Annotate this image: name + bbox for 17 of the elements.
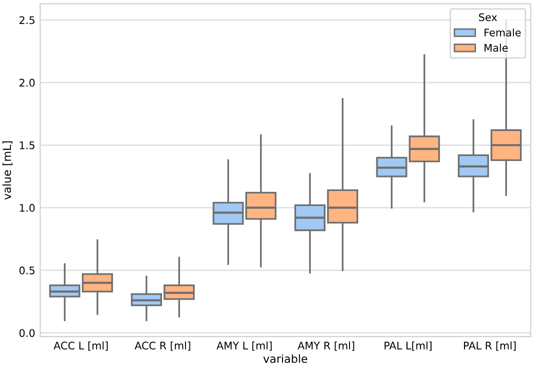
x-tick-label: ACC R [ml] [134,341,190,351]
x-tick-label: AMY R [ml] [298,341,354,351]
x-tick-label: PAL L[ml] [384,341,432,351]
x-axis-title: variable [263,354,308,363]
x-tick-label: ACC L [ml] [54,341,108,351]
y-tick-label: 2.5 [20,16,34,24]
y-tick-label: 2.0 [20,78,35,87]
x-tick-label: AMY L [ml] [216,341,272,351]
y-tick-label: 0.0 [19,329,35,337]
y-tick-label: 0.5 [19,266,34,274]
y-tick-label: 1.0 [20,204,35,212]
x-tick-label: PAL R [ml] [464,341,516,351]
y-axis-title: value [mL] [2,141,12,200]
legend-label: Male [484,44,508,52]
legend-label: Female [484,28,521,36]
legend-title: Sex [479,13,498,22]
y-tick-label: 1.5 [20,142,34,150]
